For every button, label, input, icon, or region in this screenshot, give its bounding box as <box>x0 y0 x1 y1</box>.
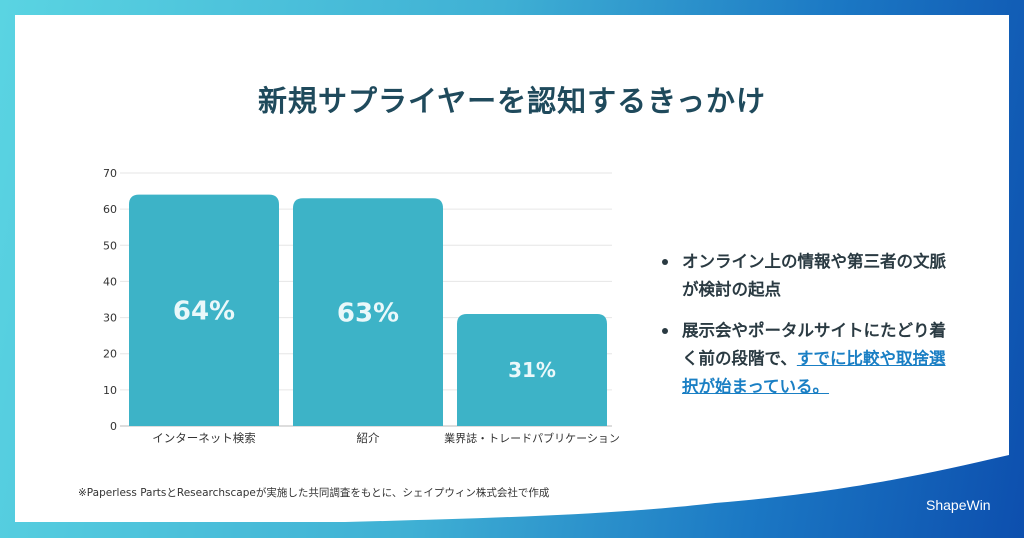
data-label: 63% <box>337 298 399 328</box>
bullet-list: オンライン上の情報や第三者の文脈が検討の起点 展示会やポータルサイトにたどり着く… <box>660 248 960 414</box>
y-tick-label: 0 <box>110 420 117 433</box>
y-tick-label: 20 <box>103 348 117 361</box>
y-tick-label: 70 <box>103 167 117 180</box>
y-tick-label: 30 <box>103 312 117 325</box>
bullet-item: オンライン上の情報や第三者の文脈が検討の起点 <box>660 248 960 304</box>
highlight-link[interactable]: すでに比較や取捨選択が始まっている。 <box>682 349 946 396</box>
bar <box>293 198 443 426</box>
shapewin-logo: ShapeWin <box>926 497 991 513</box>
bullet-dot-icon <box>662 328 668 334</box>
y-tick-label: 50 <box>103 239 117 252</box>
bar <box>129 194 279 426</box>
x-tick-label: 業界誌・トレードパブリケーション <box>444 431 620 445</box>
x-tick-label: インターネット検索 <box>152 431 256 445</box>
footnote: ※Paperless PartsとResearchscapeが実施した共同調査を… <box>78 487 550 499</box>
data-label: 64% <box>173 296 235 326</box>
y-tick-label: 60 <box>103 203 117 216</box>
bullet-dot-icon <box>662 259 668 265</box>
bar <box>457 313 607 426</box>
bullet-item: 展示会やポータルサイトにたどり着く前の段階で、すでに比較や取捨選択が始まっている… <box>660 317 960 401</box>
y-tick-label: 10 <box>103 384 117 397</box>
data-label: 31% <box>508 358 556 382</box>
x-tick-label: 紹介 <box>357 431 380 445</box>
slide-title: 新規サプライヤーを認知するきっかけ <box>258 84 766 118</box>
y-tick-label: 40 <box>103 275 117 288</box>
